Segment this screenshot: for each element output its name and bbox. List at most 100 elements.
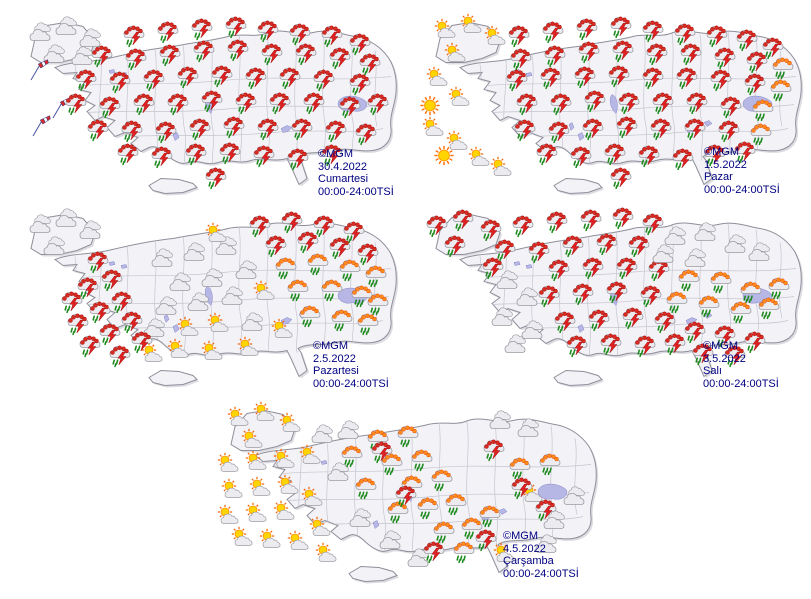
weather-icon-thunderstorm-shower (608, 65, 630, 88)
weather-icon-thunderstorm-shower (610, 16, 632, 39)
weather-icon-thunderstorm-shower (87, 119, 109, 142)
weather-icon-thunderstorm-shower (87, 251, 109, 274)
weather-icon-sunny-intervals (273, 500, 295, 520)
weather-icon-thunderstorm-shower (680, 43, 702, 66)
weather-icon-thunderstorm-shower (628, 235, 650, 258)
weather-icon-thunderstorm-shower (642, 20, 664, 43)
weather-icon-cloudy (491, 307, 513, 326)
weather-icon-rain-shower (367, 293, 389, 316)
weather-icon-thunderstorm-shower (89, 301, 111, 324)
forecast-panel-saturday: ©MGM 30.4.2022 Cumartesi 00:00-24:00TSİ (3, 8, 403, 208)
map-day: Pazar (704, 171, 733, 183)
weather-icon-rain-shower (365, 265, 387, 288)
weather-icon-thunderstorm-shower (125, 48, 147, 71)
weather-icon-sunny-intervals (446, 130, 468, 150)
weather-icon-rain-shower (351, 285, 373, 308)
weather-icon-cloudy (327, 462, 349, 481)
weather-icon-cloudy (221, 286, 243, 305)
weather-icon-thunderstorm-shower (121, 120, 143, 143)
weather-icon-thunderstorm-shower (117, 143, 139, 166)
weather-icon-thunderstorm-shower (528, 241, 550, 264)
weather-icon-thunderstorm-shower (325, 120, 347, 143)
weather-icon-thunderstorm-shower (550, 93, 572, 116)
weather-icon-thunderstorm-shower (253, 145, 275, 168)
weather-icon-thunderstorm-shower (684, 321, 706, 344)
weather-icon-thunderstorm-shower (426, 215, 448, 238)
weather-icon-thunderstorm-shower (570, 146, 592, 169)
weather-icon-cloudy (684, 248, 706, 267)
weather-icon-thunderstorm-shower (704, 144, 726, 167)
weather-icon-thunderstorm-shower (61, 291, 83, 314)
weather-icon-cloudy (183, 242, 205, 261)
map-hours: 00:00-24:00TSİ (503, 567, 579, 580)
weather-icon-thunderstorm-shower (576, 18, 598, 41)
map-date: 1.5.2022 (704, 158, 747, 171)
weather-icon-sunny-intervals (201, 340, 223, 360)
weather-icon-thunderstorm-shower (746, 51, 768, 74)
weather-icon-rain-shower (770, 79, 792, 102)
weather-icon-thunderstorm-shower (205, 167, 227, 190)
weather-icon-thunderstorm-shower (706, 25, 728, 48)
weather-icon-thunderstorm-shower (734, 141, 756, 164)
map-label: ©MGM 30.4.2022 Cumartesi 00:00-24:00TSİ (318, 148, 394, 198)
weather-icon-thunderstorm-shower (616, 257, 638, 280)
weather-icon-thunderstorm-shower (494, 239, 516, 262)
weather-icon-thunderstorm-shower (536, 143, 558, 166)
weather-icon-thunderstorm-shower (676, 67, 698, 90)
weather-icon-strong-wind (30, 59, 49, 81)
weather-icon-sunny-intervals (245, 450, 267, 470)
weather-icon-rain-shower (509, 457, 531, 480)
weather-icon-thunderstorm-shower (622, 307, 644, 330)
weather-icon-thunderstorm-shower (610, 167, 632, 190)
map-copyright: ©MGM (318, 148, 353, 160)
weather-icon-cloudy (504, 334, 526, 353)
weather-icon-rain-shower (730, 301, 752, 324)
weather-icon-thunderstorm-shower (99, 96, 121, 119)
weather-icon-thunderstorm-shower (67, 313, 89, 336)
weather-icon-thunderstorm-shower (109, 345, 131, 368)
weather-icon-rain-shower (401, 475, 423, 498)
weather-icon-thunderstorm-shower (638, 145, 660, 168)
weather-icon-thunderstorm-shower (321, 144, 343, 167)
weather-icon-thunderstorm-shower (554, 311, 576, 334)
weather-icon-sunny-intervals (217, 452, 239, 472)
weather-icon-thunderstorm-shower (131, 331, 153, 354)
weather-icon-thunderstorm-shower (359, 53, 381, 76)
weather-icon-thunderstorm-shower (744, 73, 766, 96)
weather-icon-rain-shower (750, 123, 772, 146)
weather-icon-thunderstorm-shower (475, 529, 497, 552)
weather-icon-rain-shower (666, 291, 688, 314)
weather-icon-rain-shower (397, 425, 419, 448)
weather-icon-rain-shower (287, 279, 309, 302)
weather-icon-thunderstorm-shower (684, 118, 706, 141)
weather-icon-thunderstorm-shower (710, 69, 732, 92)
weather-icon-rain-shower (678, 269, 700, 292)
weather-icon-thunderstorm-shower (512, 215, 534, 238)
weather-icon-thunderstorm-shower (65, 93, 87, 116)
weather-icon-thunderstorm-shower (111, 291, 133, 314)
weather-icon-rain-shower (710, 271, 732, 294)
weather-icon-thunderstorm-shower (514, 119, 536, 142)
weather-icon-thunderstorm-shower (548, 121, 570, 144)
weather-icon-cloudy (337, 420, 359, 439)
weather-icon-rain-shower (341, 445, 363, 468)
weather-icon-thunderstorm-shower (157, 21, 179, 44)
weather-icon-sunny-intervals (444, 42, 466, 62)
weather-icon-sunny (420, 95, 440, 116)
weather-icon-thunderstorm-shower (143, 69, 165, 92)
weather-icon-cloudy (489, 410, 511, 429)
weather-icon-thunderstorm-shower (580, 209, 602, 232)
map-label: ©MGM 2.5.2022 Pazartesi 00:00-24:00TSİ (313, 340, 389, 390)
weather-icon-rain-shower (539, 453, 561, 476)
weather-icon-thunderstorm-shower (546, 211, 568, 234)
weather-icon-thunderstorm-shower (642, 67, 664, 90)
weather-icon-thunderstorm-shower (562, 235, 584, 258)
weather-icon-thunderstorm-shower (123, 25, 145, 48)
weather-icon-thunderstorm-shower (223, 116, 245, 139)
map-date: 4.5.2022 (503, 542, 546, 555)
weather-icon-cloudy (724, 234, 746, 253)
weather-icon-thunderstorm-shower (664, 333, 686, 356)
forecast-panel-tuesday: ©MGM 3.5.2022 Salı 00:00-24:00TSİ (408, 200, 808, 400)
weather-icon-thunderstorm-shower (99, 323, 121, 346)
weather-icon-sunny-intervals (249, 476, 271, 496)
